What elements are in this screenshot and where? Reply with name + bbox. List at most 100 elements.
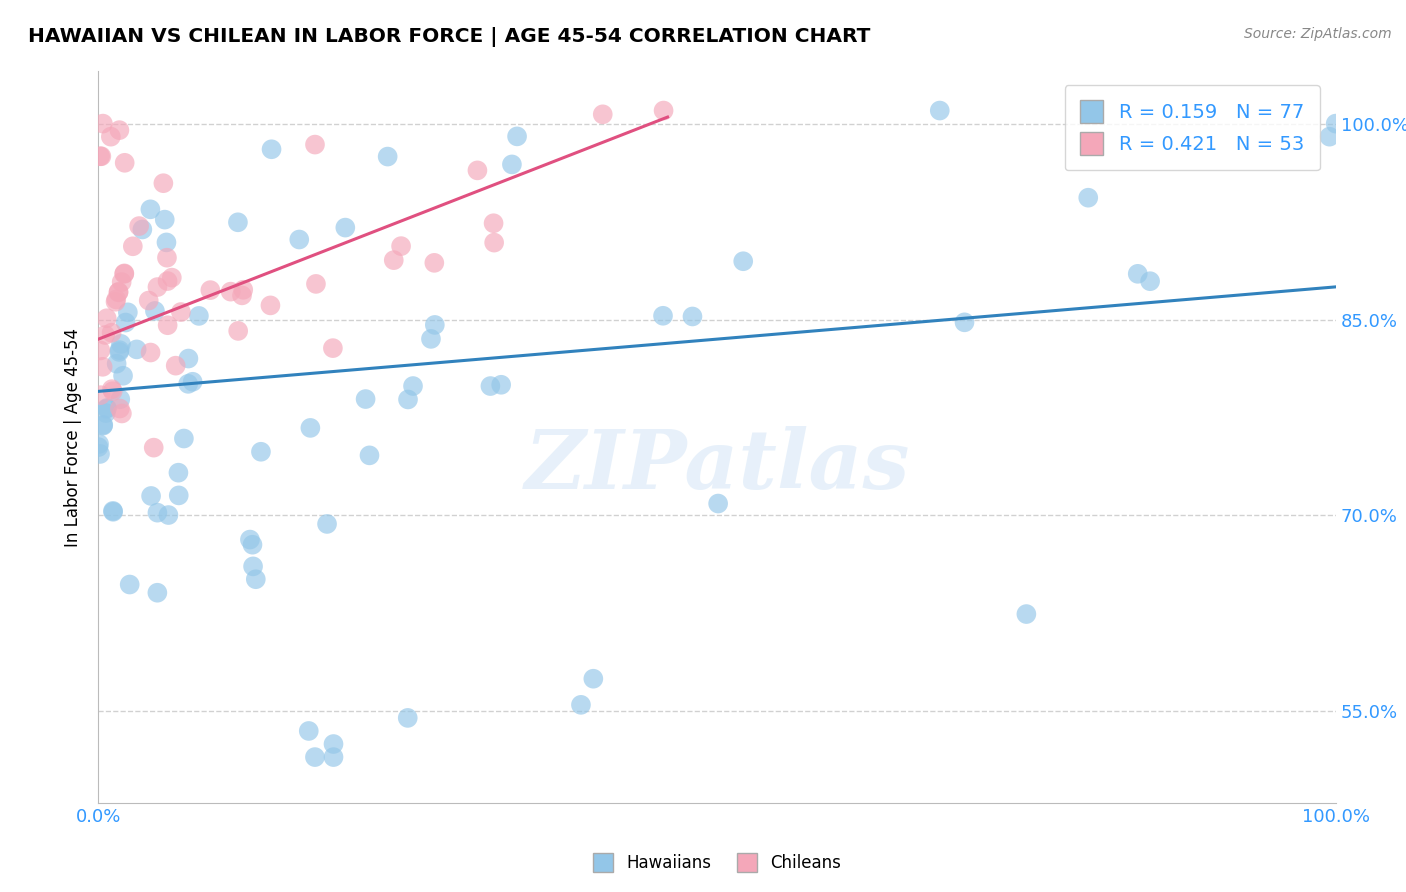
Point	[322, 750, 344, 764]
Point	[110, 337, 132, 351]
Point	[420, 332, 443, 346]
Point	[177, 376, 200, 391]
Point	[100, 326, 122, 340]
Point	[96, 401, 118, 416]
Point	[87, 440, 110, 454]
Point	[298, 723, 321, 738]
Point	[396, 711, 419, 725]
Point	[91, 417, 114, 432]
Point	[114, 316, 136, 330]
Point	[112, 368, 135, 383]
Text: HAWAIIAN VS CHILEAN IN LABOR FORCE | AGE 45-54 CORRELATION CHART: HAWAIIAN VS CHILEAN IN LABOR FORCE | AGE…	[28, 27, 870, 46]
Point	[108, 401, 131, 416]
Point	[146, 506, 169, 520]
Point	[110, 392, 132, 407]
Point	[108, 345, 131, 359]
Point	[101, 384, 124, 399]
Point	[90, 388, 112, 402]
Point	[582, 672, 605, 686]
Point	[389, 239, 412, 253]
Point	[170, 305, 193, 319]
Point	[259, 298, 281, 312]
Point	[90, 149, 112, 163]
Y-axis label: In Labor Force | Age 45-54: In Labor Force | Age 45-54	[63, 327, 82, 547]
Text: Source: ZipAtlas.com: Source: ZipAtlas.com	[1244, 27, 1392, 41]
Point	[242, 559, 264, 574]
Point	[152, 176, 174, 190]
Point	[94, 406, 117, 420]
Point	[104, 294, 127, 309]
Point	[1015, 607, 1038, 621]
Point	[239, 533, 262, 547]
Point	[105, 293, 128, 307]
Point	[489, 377, 512, 392]
Point	[117, 305, 139, 319]
Point	[100, 129, 122, 144]
Point	[139, 489, 162, 503]
Point	[94, 328, 117, 343]
Point	[160, 270, 183, 285]
Point	[157, 508, 180, 522]
Point	[322, 737, 344, 751]
Point	[146, 585, 169, 599]
Point	[146, 280, 169, 294]
Point	[402, 379, 425, 393]
Point	[652, 309, 675, 323]
Point	[479, 379, 502, 393]
Point	[107, 285, 129, 299]
Point	[928, 103, 950, 118]
Point	[733, 254, 755, 268]
Point	[111, 275, 134, 289]
Point	[177, 351, 200, 366]
Point	[501, 157, 523, 171]
Point	[288, 233, 311, 247]
Point	[181, 375, 204, 389]
Point	[467, 163, 489, 178]
Point	[682, 310, 704, 324]
Point	[377, 150, 399, 164]
Point	[108, 123, 131, 137]
Point	[96, 311, 118, 326]
Point	[165, 359, 187, 373]
Point	[305, 277, 328, 291]
Point	[232, 283, 254, 297]
Point	[156, 318, 179, 333]
Point	[250, 444, 273, 458]
Point	[359, 448, 381, 462]
Point	[231, 288, 253, 302]
Point	[1319, 129, 1341, 144]
Point	[226, 324, 249, 338]
Point	[142, 441, 165, 455]
Point	[91, 359, 114, 374]
Point	[143, 304, 166, 318]
Point	[423, 256, 446, 270]
Point	[652, 103, 675, 118]
Point	[156, 274, 179, 288]
Point	[128, 219, 150, 233]
Point	[101, 382, 124, 396]
Legend: Hawaiians, Chileans: Hawaiians, Chileans	[586, 846, 848, 879]
Point	[107, 285, 129, 300]
Point	[1324, 117, 1347, 131]
Point	[167, 488, 190, 502]
Point	[153, 212, 176, 227]
Point	[304, 750, 326, 764]
Point	[423, 318, 446, 332]
Point	[200, 283, 222, 297]
Point	[316, 516, 339, 531]
Point	[173, 432, 195, 446]
Point	[87, 437, 110, 451]
Point	[112, 267, 135, 281]
Point	[187, 309, 209, 323]
Point	[101, 505, 124, 519]
Point	[121, 239, 143, 253]
Point	[89, 447, 111, 461]
Point	[89, 343, 111, 358]
Point	[569, 698, 592, 712]
Point	[139, 202, 162, 217]
Point	[112, 266, 135, 280]
Point	[707, 497, 730, 511]
Point	[89, 149, 111, 163]
Point	[139, 345, 162, 359]
Point	[1139, 274, 1161, 288]
